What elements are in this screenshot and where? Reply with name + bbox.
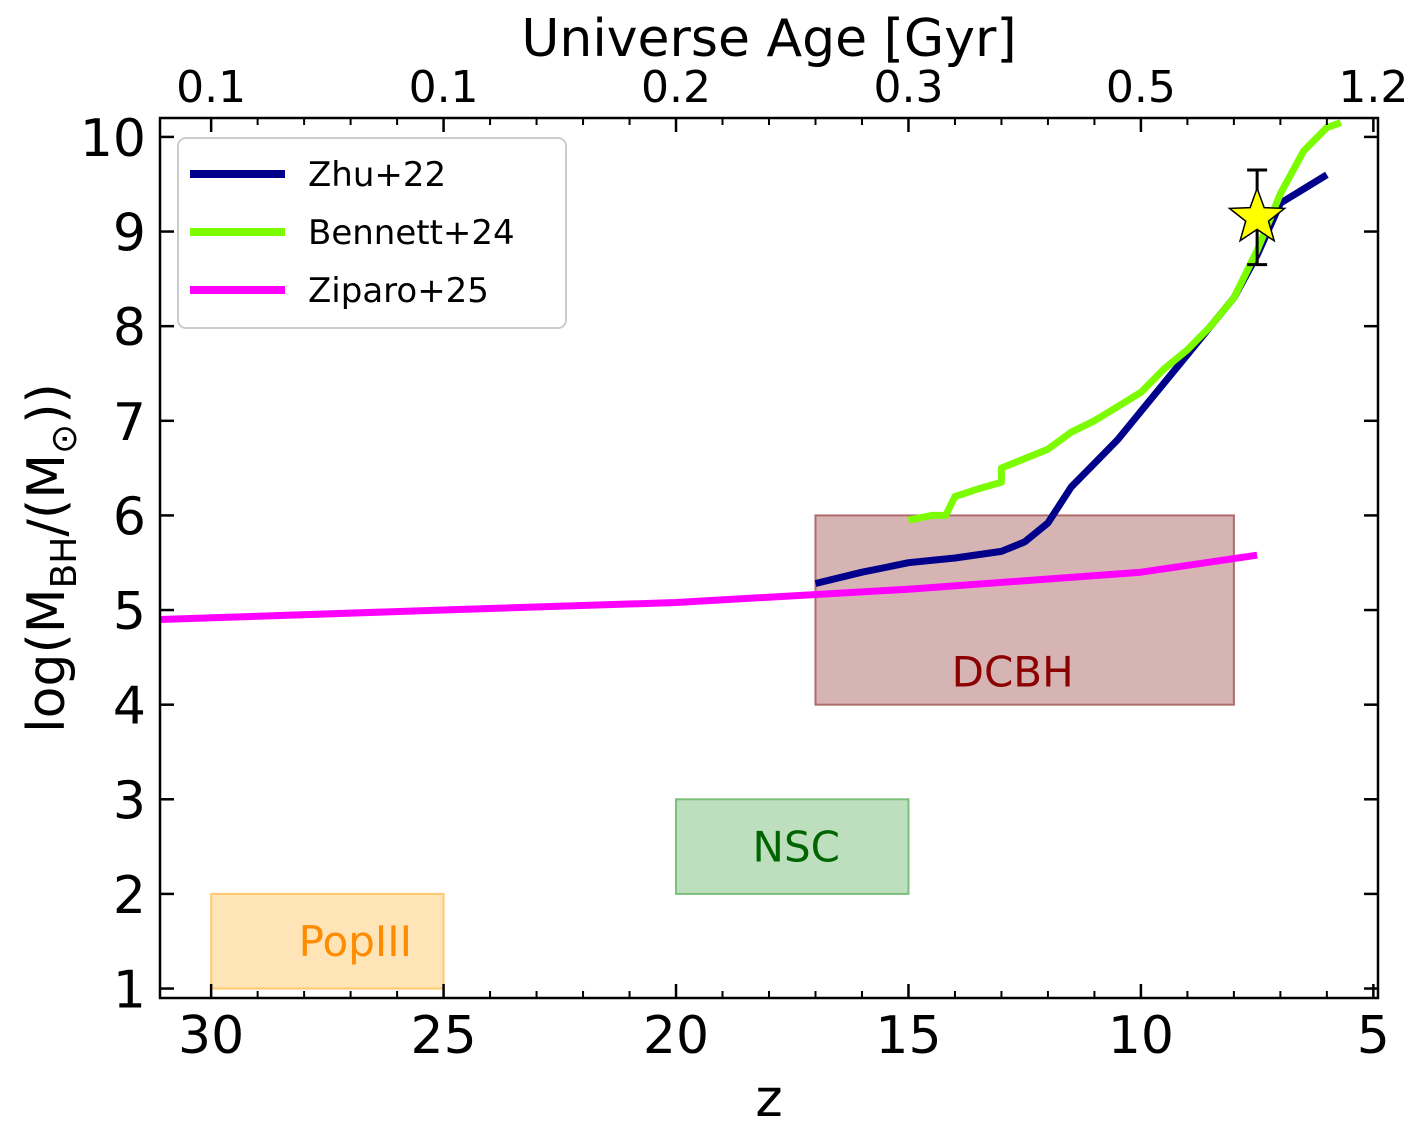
y-tick-label: 5: [113, 582, 146, 642]
top-tick-label: 0.3: [873, 62, 943, 113]
y-tick-label: 6: [113, 487, 146, 547]
x-axis-title: z: [755, 1069, 782, 1129]
region-nsc-box: [675, 798, 910, 895]
x-tick-label: 25: [410, 1006, 476, 1066]
observed-quasar-star: [1227, 186, 1287, 243]
y-tick-label: 9: [113, 204, 146, 264]
y-axis-title-part: )): [17, 383, 77, 424]
y-axis-title-part: log(M: [17, 588, 77, 732]
x-tick-label: 10: [1108, 1006, 1174, 1066]
region-popiii-box: [210, 892, 445, 990]
top-axis-title: Universe Age [Gyr]: [521, 9, 1016, 69]
y-tick-label: 1: [113, 961, 146, 1021]
y-axis-title: log(MBH/(M⊙)): [17, 383, 85, 733]
y-axis-title-part: /(M: [17, 454, 77, 537]
legend-label: Ziparo+25: [308, 271, 489, 311]
y-tick-label: 4: [113, 677, 146, 737]
region-dcbh-box: [814, 514, 1235, 706]
y-axis-title-subscript: ⊙: [44, 424, 85, 454]
x-tick-label: 20: [643, 1006, 709, 1066]
series-ziparo-25: [160, 551, 1258, 623]
top-tick-label: 0.1: [176, 62, 246, 113]
top-tick-label: 1.2: [1338, 62, 1408, 113]
legend-label: Bennett+24: [308, 213, 515, 253]
top-tick-label: 0.5: [1106, 62, 1176, 113]
region-dcbh-label: DCBH: [952, 648, 1074, 697]
x-tick-label: 15: [875, 1006, 941, 1066]
y-tick-label: 7: [113, 393, 146, 453]
y-tick-label: 10: [80, 109, 146, 169]
y-tick-label: 8: [113, 298, 146, 358]
legend-label: Zhu+22: [308, 155, 446, 195]
y-tick-label: 2: [113, 866, 146, 926]
region-nsc-label: NSC: [753, 823, 840, 872]
x-tick-label: 5: [1357, 1006, 1390, 1066]
top-tick-label: 0.2: [641, 62, 711, 113]
y-tick-label: 3: [113, 771, 146, 831]
top-tick-label: 0.1: [409, 62, 479, 113]
region-popiii-label: PopIII: [299, 917, 412, 966]
x-tick-label: 30: [178, 1006, 244, 1066]
y-axis-title-subscript: BH: [44, 537, 85, 589]
legend-box: [177, 137, 567, 329]
